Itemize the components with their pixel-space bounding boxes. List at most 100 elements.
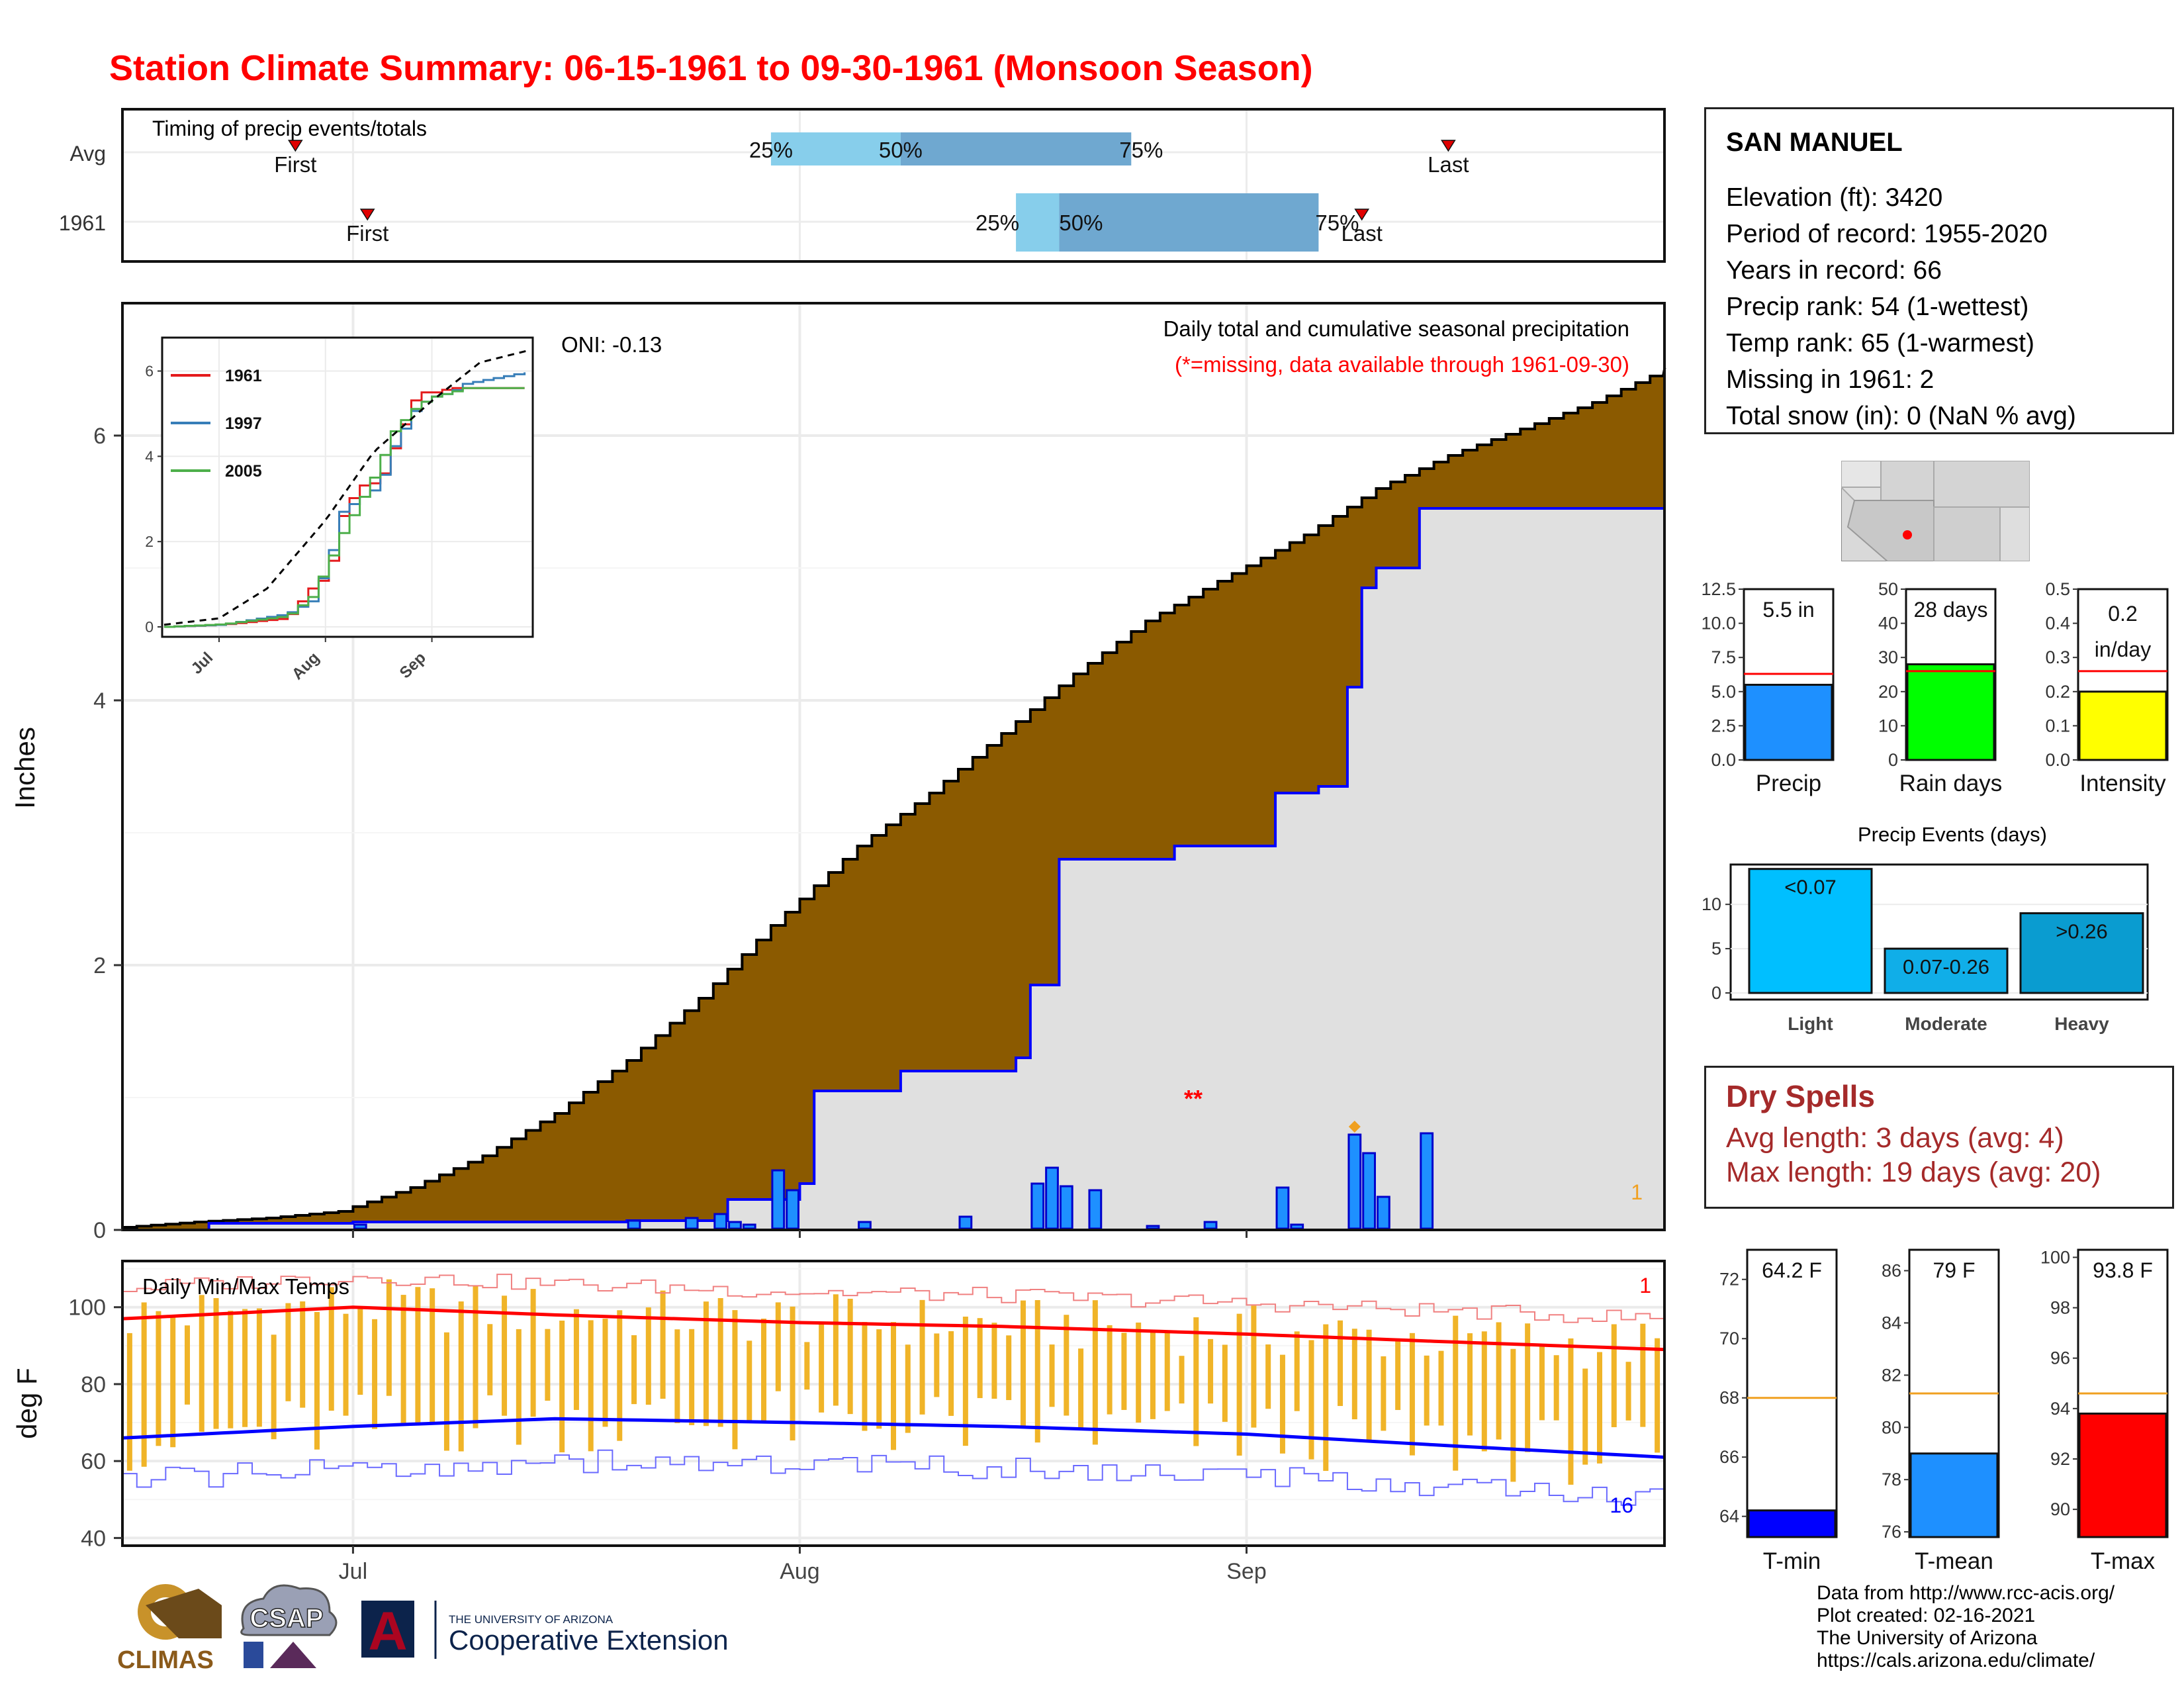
daily-temp-bar [1020,1300,1026,1428]
temp-x-tick-label: Aug [780,1559,820,1584]
daily-temp-bar [1481,1331,1487,1452]
metric-tick-label: 0.3 [2045,647,2070,667]
last-event-marker [1441,140,1456,152]
daily-temp-bar [357,1308,363,1395]
daily-precip-bar [627,1219,641,1230]
daily-temp-bar [660,1290,666,1399]
page-title: Station Climate Summary: 06-15-1961 to 0… [109,48,1313,88]
timing-label-p50: 50% [879,138,923,162]
precip-subtitle: Daily total and cumulative seasonal prec… [1163,316,1629,341]
ua-big-text: Cooperative Extension [449,1624,729,1656]
daily-temp-bar [1164,1331,1170,1411]
daily-temp-bar [1279,1354,1285,1454]
daily-precip-bar [1347,1133,1362,1230]
daily-temp-bar [1121,1333,1127,1410]
temp-summary-bar-t-mean [1909,1452,1999,1538]
ua-small-text: THE UNIVERSITY OF ARIZONA [449,1613,614,1626]
metric-tick-label: 10 [1878,716,1898,735]
temp-summary-tick-label: 78 [1882,1470,1901,1489]
station-missing: Missing in 1961: 2 [1726,365,1934,394]
temp-summary-bar-t-max [2078,1412,2167,1538]
events-title: Precip Events (days) [1858,823,2047,846]
daily-temp-bar [1179,1356,1185,1404]
station-temp-rank: Temp rank: 65 (1-warmest) [1726,329,2034,357]
daily-temp-bar [1351,1329,1357,1420]
temp-summary-tick-label: 98 [2050,1298,2070,1318]
daily-temp-bar [1222,1344,1228,1422]
daily-precip-bar [728,1221,742,1230]
locator-map [1841,461,2030,561]
first-event-marker [359,209,375,221]
timing-row-label-year: 1961 [59,211,106,235]
daily-temp-bar [573,1309,579,1410]
metric-tick-label: 0.1 [2045,716,2070,735]
avg-max-temp-line [122,1305,1665,1352]
temp-summary-value: 93.8 F [2093,1258,2153,1282]
temp-x-tick-label: Sep [1226,1559,1267,1584]
temp-y-tick-label: 80 [81,1372,106,1397]
daily-temp-bar [717,1298,723,1427]
daily-temp-bar [1107,1325,1113,1415]
daily-temp-bar [372,1319,378,1429]
daily-precip-bar [1203,1221,1218,1230]
ua-block-a: A [368,1601,407,1662]
season-metric-bars: 0.0 2.5 5.0 7.5 10.0 12.5 5.5 in Precip 0 10 20 30 4… [1701,579,2169,796]
metric-bar-precip [1744,683,1833,761]
climas-logo: CLIMAS [117,1584,222,1674]
temp-max-count: 1 [1639,1274,1651,1297]
temp-summary-bar-t-min [1747,1509,1837,1538]
timing-bar-early [1016,193,1060,252]
daily-temp-bar [400,1295,406,1425]
temp-summary-value: 64.2 F [1762,1258,1822,1282]
daily-temp-bar [689,1329,695,1425]
temp-summary-label: T-max [2091,1548,2156,1574]
temp-summary-tick-label: 70 [1719,1329,1739,1348]
daily-temp-bar [617,1310,623,1441]
temp-summary-tick-label: 72 [1719,1270,1739,1289]
daily-precip-bar [1059,1185,1073,1230]
daily-temp-bar [443,1332,449,1451]
daily-temp-bar [184,1325,190,1405]
metric-value-text: 28 days [1913,598,1987,622]
footer-line: Data from http://www.rcc-acis.org/ [1817,1582,2115,1604]
metric-tick-label: 2.5 [1711,716,1736,735]
daily-temp-bar [1640,1323,1646,1427]
daily-temp-bar [631,1335,637,1405]
station-period: Period of record: 1955-2020 [1726,220,2048,248]
temp-x-tick-label: Jul [339,1559,367,1584]
daily-temp-bar [732,1310,738,1450]
metric-tick-label: 7.5 [1711,647,1736,667]
daily-precip-bar [1376,1196,1390,1230]
temp-summary-frame [1746,1248,1838,1538]
metric-tick-label: 0.2 [2045,682,2070,702]
daily-temp-bar [271,1335,277,1440]
missing-marker: ** [1184,1085,1203,1112]
metric-tick-label: 0.0 [2045,750,2070,770]
daily-temp-bar [386,1279,392,1396]
daily-temp-bar [1251,1305,1257,1428]
dry-spells-box: Dry Spells Avg length: 3 days (avg: 4) M… [1704,1066,2174,1209]
events-bar-label: 0.07-0.26 [1903,955,1989,978]
station-elevation: Elevation (ft): 3420 [1726,183,1943,212]
events-category-label: Light [1788,1013,1833,1034]
events-bar-heavy [2019,912,2144,994]
metric-label: Rain days [1899,771,2003,796]
daily-precip-bar [1275,1186,1290,1230]
temp-summary-tick-label: 82 [1882,1365,1901,1385]
precip-y-tick-label: 2 [93,953,106,978]
daily-temp-bar [790,1306,796,1440]
daily-temp-bar [1525,1323,1531,1452]
daily-temp-bar [588,1320,594,1452]
daily-temp-bar [833,1294,839,1406]
metric-tick-label: 50 [1878,579,1898,599]
daily-temp-bar [962,1316,968,1446]
dry-spells-avg: Avg length: 3 days (avg: 4) [1726,1122,2064,1154]
daily-temp-bar [1150,1331,1156,1419]
daily-temp-bar [516,1329,522,1445]
daily-precip-bar [1088,1189,1103,1230]
metric-tick-label: 40 [1878,614,1898,633]
timing-row-label-avg: Avg [69,142,106,165]
